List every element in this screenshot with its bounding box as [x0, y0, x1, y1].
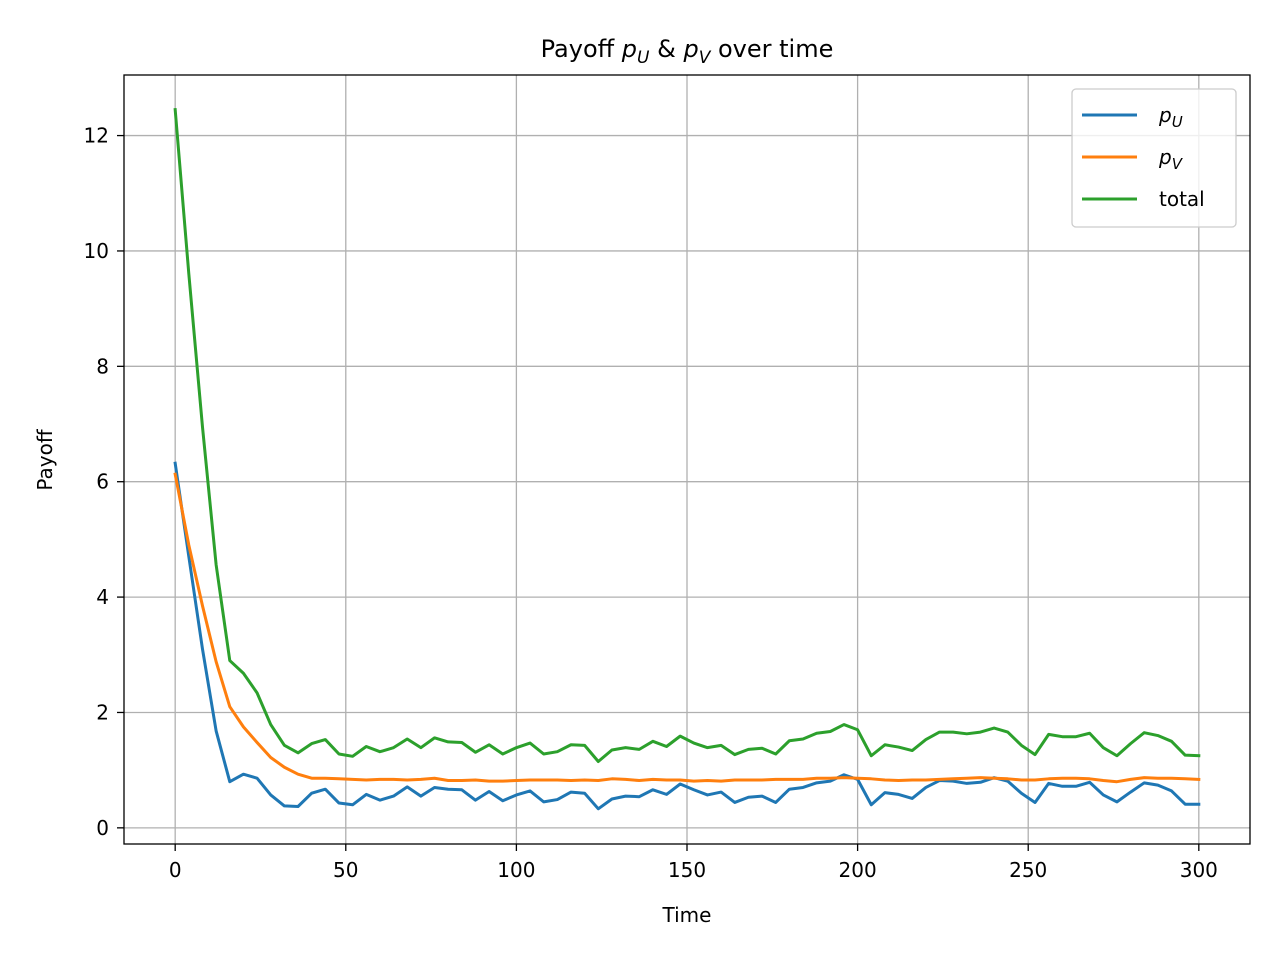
x-tick-label: 0: [169, 858, 182, 882]
x-tick-label: 100: [497, 858, 535, 882]
y-tick-label: 4: [96, 585, 109, 609]
y-tick-label: 12: [84, 124, 109, 148]
grid-lines: [124, 75, 1250, 844]
y-axis-ticks: 0 2 4 6 8 10 12: [84, 124, 124, 840]
y-tick-label: 6: [96, 470, 109, 494]
legend-label: total: [1159, 187, 1205, 211]
x-tick-label: 50: [333, 858, 358, 882]
x-axis-label: Time: [662, 903, 712, 927]
y-axis-label: Payoff: [33, 428, 57, 490]
x-tick-label: 200: [839, 858, 877, 882]
y-tick-label: 8: [96, 354, 109, 378]
legend-label: pV: [1158, 145, 1184, 173]
x-tick-label: 250: [1009, 858, 1047, 882]
legend: pU pV total: [1071, 88, 1237, 228]
x-tick-label: 150: [668, 858, 706, 882]
series-lines: [173, 107, 1201, 811]
series-line-pv: [173, 472, 1201, 784]
y-tick-label: 2: [96, 700, 109, 724]
x-axis-ticks: 0 50 100 150 200 250 300: [169, 844, 1218, 882]
x-tick-label: 300: [1180, 858, 1218, 882]
y-tick-label: 0: [96, 816, 109, 840]
y-tick-label: 10: [84, 239, 109, 263]
series-line-total: [173, 107, 1201, 763]
legend-label: pU: [1158, 103, 1183, 131]
chart-title: Payoff pU & pV over time: [541, 35, 834, 68]
legend-box: [1071, 88, 1237, 228]
series-line-pu: [173, 461, 1201, 811]
